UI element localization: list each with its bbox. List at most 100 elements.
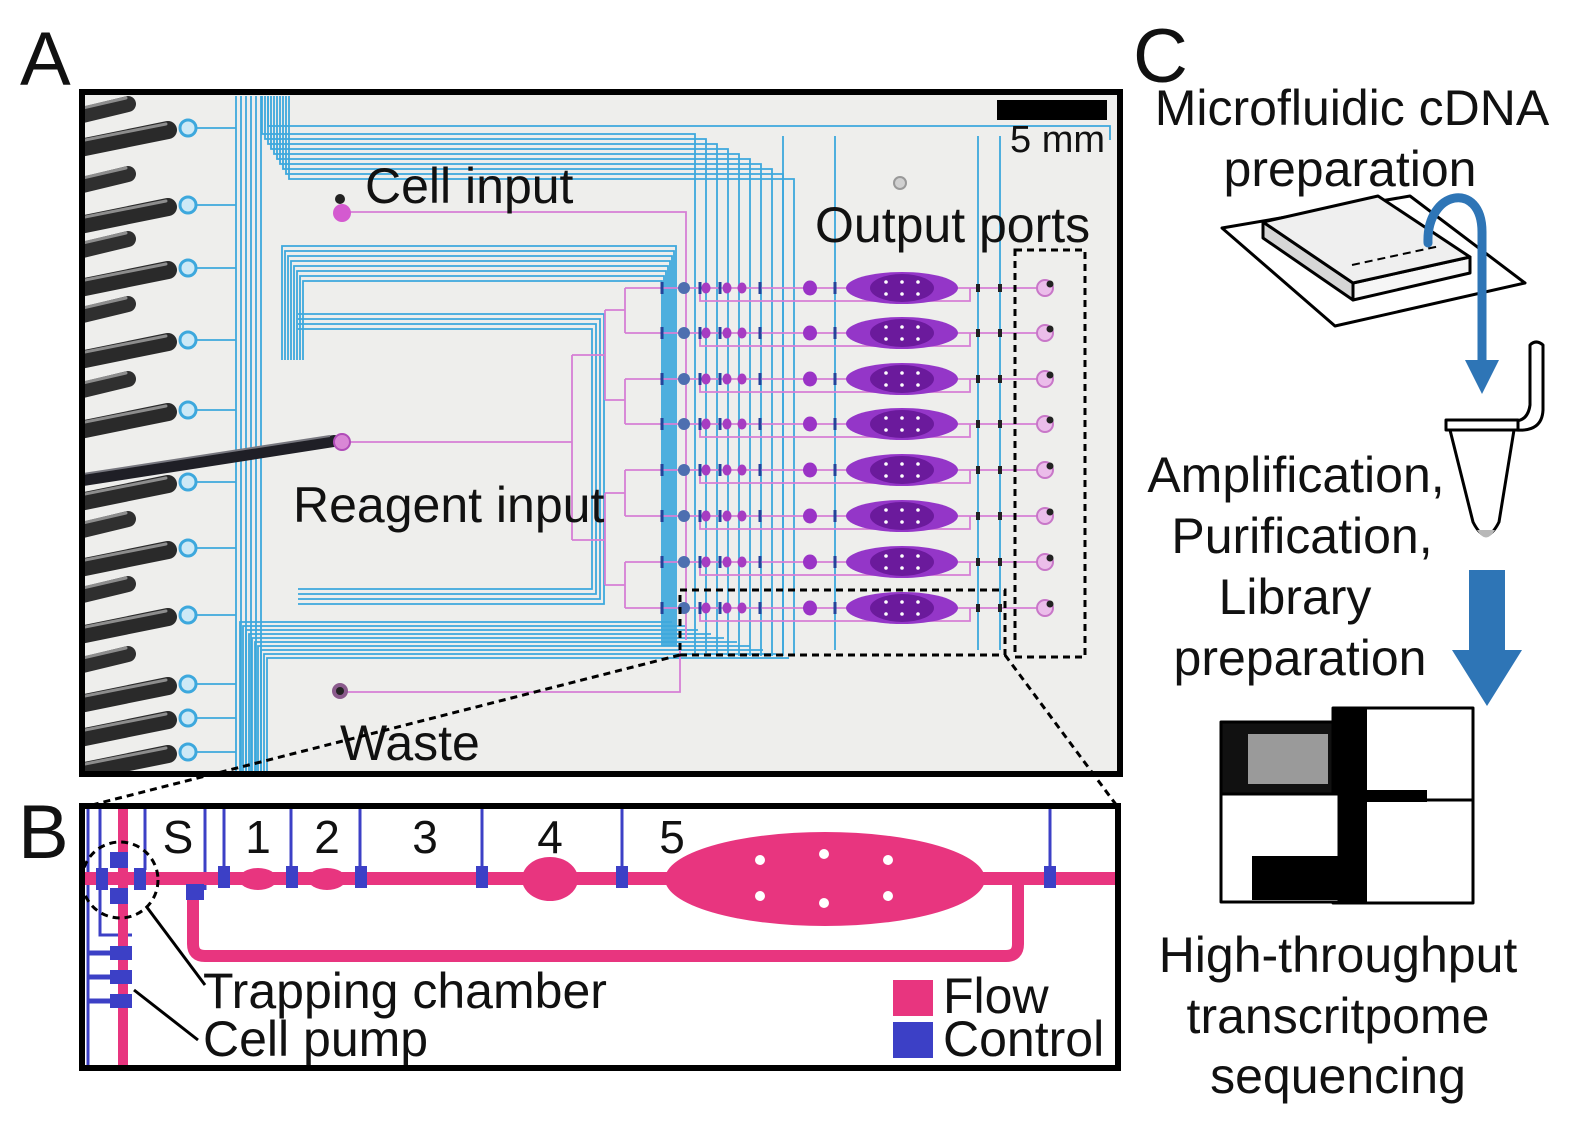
- tubing: [82, 296, 136, 324]
- post: [884, 520, 888, 524]
- reaction-chamber: [803, 371, 817, 387]
- post: [884, 383, 888, 387]
- curved-arrow-shaft: [1423, 193, 1487, 367]
- valve: [758, 602, 762, 614]
- waste-channel: [340, 650, 681, 693]
- tubing: [82, 511, 136, 539]
- control-line: [282, 96, 773, 656]
- post: [900, 325, 904, 329]
- post: [916, 280, 920, 284]
- pump-valve: [110, 946, 132, 960]
- tubing: [82, 475, 177, 511]
- trapping-chamber-leader: [144, 905, 207, 986]
- step1-line2: preparation: [1224, 141, 1477, 197]
- reaction-chamber: [737, 556, 747, 568]
- reaction-chamber: [701, 556, 711, 568]
- control-line: [264, 96, 707, 656]
- control-line: [276, 96, 751, 656]
- post: [884, 416, 888, 420]
- tubing-highlight: [82, 576, 128, 590]
- processing-unit: [660, 363, 1054, 395]
- stage-label-2: 2: [314, 811, 340, 863]
- reaction-chamber: [737, 327, 747, 339]
- control-port: [178, 195, 198, 215]
- reaction-chamber: [803, 280, 817, 296]
- valve: [758, 510, 762, 522]
- tubing: [82, 261, 177, 297]
- tubing-highlight: [82, 334, 168, 355]
- reaction-chamber: [722, 373, 732, 385]
- reaction-chamber: [701, 373, 711, 385]
- valve: [976, 604, 980, 612]
- tubing-highlight: [82, 296, 128, 310]
- valve: [976, 512, 980, 520]
- post: [884, 462, 888, 466]
- output-port-plug: [1046, 554, 1054, 562]
- valve: [698, 464, 702, 476]
- control-line: [298, 318, 601, 600]
- control-channels: [196, 96, 1111, 772]
- output-ports-label: Output ports: [815, 197, 1090, 253]
- reaction-chamber: [701, 327, 711, 339]
- valve: [833, 418, 837, 430]
- output-port-plug: [1046, 508, 1054, 516]
- valve: [660, 418, 664, 430]
- valve: [698, 418, 702, 430]
- valve: [998, 558, 1002, 566]
- post: [884, 474, 888, 478]
- valve: [718, 418, 722, 430]
- chamber-1: [239, 868, 277, 890]
- control-port: [178, 400, 198, 420]
- control-port: [178, 118, 198, 138]
- post: [916, 416, 920, 420]
- control-line: [257, 645, 750, 772]
- control-port: [178, 330, 198, 350]
- legend-swatch-control: [893, 1022, 933, 1058]
- amplification-chamber-core: [870, 365, 934, 393]
- tubing-highlight: [82, 646, 128, 660]
- output-port-plug: [1046, 416, 1054, 424]
- amplification-chamber-core: [870, 502, 934, 530]
- valve: [660, 556, 664, 568]
- reaction-chamber: [737, 602, 747, 614]
- reaction-chamber: [701, 510, 711, 522]
- valve: [833, 327, 837, 339]
- valve: [698, 510, 702, 522]
- tubing-highlight: [82, 746, 168, 767]
- trapping-chamber-highlight: [80, 840, 160, 920]
- control-line: [248, 633, 711, 772]
- panel-b: S 1 2 3 4 5 Trapping chamber Cell pump F…: [79, 803, 1121, 1071]
- valve: [286, 866, 298, 888]
- post: [884, 508, 888, 512]
- valve: [998, 466, 1002, 474]
- post: [819, 898, 829, 908]
- reaction-chamber: [701, 602, 711, 614]
- post: [900, 416, 904, 420]
- legend-swatch-flow: [893, 980, 933, 1016]
- valve: [998, 375, 1002, 383]
- chip-top: [1261, 194, 1472, 285]
- control-line: [302, 280, 663, 646]
- valve: [698, 602, 702, 614]
- post: [900, 383, 904, 387]
- output-port-plug: [1046, 280, 1054, 288]
- trapping-chamber: [678, 418, 690, 430]
- control-line: [263, 653, 776, 772]
- chamber-5-posts: [755, 849, 893, 908]
- valve: [833, 464, 837, 476]
- legend-label-control: Control: [943, 1011, 1104, 1067]
- bypass-channel: [699, 516, 971, 530]
- post: [916, 612, 920, 616]
- reagent-input-port: [333, 433, 351, 451]
- post: [916, 554, 920, 558]
- step2-line1: Amplification,: [1147, 447, 1444, 503]
- flow-channels: [340, 211, 1045, 693]
- control-port: [178, 538, 198, 558]
- valve: [998, 329, 1002, 337]
- control-line: [279, 96, 762, 656]
- post: [916, 428, 920, 432]
- trapping-chamber: [678, 464, 690, 476]
- trapping-chamber: [678, 373, 690, 385]
- valve: [833, 510, 837, 522]
- tubing: [82, 541, 177, 577]
